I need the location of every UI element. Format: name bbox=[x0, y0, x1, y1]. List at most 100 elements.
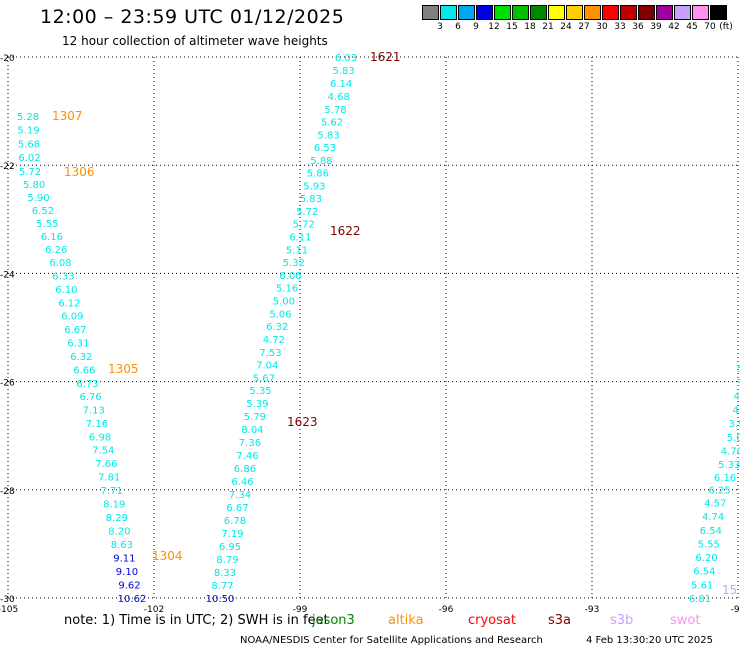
wave-height-value: 7.81 bbox=[98, 472, 120, 483]
scale-swatch bbox=[566, 5, 583, 20]
lat-tick-label: -30 bbox=[0, 595, 15, 605]
axis-tick-labels: -20 -22 -24 -26 -28 -30-105 -102 -99 -96 -93 -90 bbox=[0, 54, 740, 615]
wave-height-value: 6.25 bbox=[708, 486, 730, 497]
mission-s3b: s3b bbox=[610, 613, 634, 628]
mission-jason3: jason3 bbox=[312, 613, 355, 628]
wave-height-value: 5.67 bbox=[253, 373, 275, 384]
wave-height-value: 5.83 bbox=[332, 66, 354, 77]
wave-height-value: 4. bbox=[733, 405, 740, 416]
wave-height-value: 5.93 bbox=[303, 181, 325, 192]
wave-height-value: 4.74 bbox=[702, 512, 724, 523]
wave-height-value: 5.80 bbox=[23, 180, 45, 191]
wave-height-value: 6.67 bbox=[226, 503, 248, 514]
scale-label: 18 bbox=[524, 22, 536, 32]
scale-label: 6 bbox=[455, 22, 461, 32]
scale-swatch bbox=[494, 5, 511, 20]
wave-height-value: 6.12 bbox=[58, 298, 80, 309]
scale-swatch bbox=[422, 5, 439, 20]
scale-swatch bbox=[584, 5, 601, 20]
wave-height-value: 5.88 bbox=[310, 156, 332, 167]
wave-height-value: 7.16 bbox=[86, 419, 108, 430]
wave-height-value: 8.19 bbox=[103, 499, 125, 510]
credit-text: NOAA/NESDIS Center for Satellite Applica… bbox=[240, 635, 543, 646]
scale-swatch bbox=[638, 5, 655, 20]
wave-height-value: 9.62 bbox=[118, 580, 140, 591]
scale-label: 12 bbox=[488, 22, 500, 32]
mission-swot: swot bbox=[670, 613, 701, 628]
wave-height-value: 5.83 bbox=[317, 130, 339, 141]
wave-height-value: 7.04 bbox=[256, 361, 278, 372]
scale-label: 3 bbox=[437, 22, 443, 32]
scale-swatch bbox=[692, 5, 709, 20]
scale-label: 24 bbox=[560, 22, 572, 32]
wave-height-value: 6.66 bbox=[73, 365, 95, 376]
wave-height-value: 6.81 bbox=[689, 594, 711, 605]
wave-height-value: 5.78 bbox=[324, 105, 346, 116]
scale-swatch bbox=[548, 5, 565, 20]
scale-swatch bbox=[620, 5, 637, 20]
wave-height-value: 5.28 bbox=[17, 112, 39, 123]
lon-tick-label: -90 bbox=[731, 605, 740, 615]
scale-label: 27 bbox=[578, 22, 590, 32]
track-time-label: 1305 bbox=[108, 362, 139, 376]
lon-tick-label: -96 bbox=[439, 605, 454, 615]
wave-height-value: 7.13 bbox=[83, 406, 105, 417]
wave-height-value: 8.79 bbox=[216, 555, 238, 566]
wave-height-value: 8.33 bbox=[214, 568, 236, 579]
scale-swatch bbox=[602, 5, 619, 20]
wave-height-value: 5.00 bbox=[273, 297, 295, 308]
wave-height-value: 5.62 bbox=[321, 118, 343, 129]
scale-swatch bbox=[458, 5, 475, 20]
wave-height-value: 8.77 bbox=[211, 581, 233, 592]
wave-height-value: 6.16 bbox=[41, 232, 63, 243]
wave-height-value: 5 bbox=[737, 364, 740, 375]
wave-height-value: 7.66 bbox=[95, 459, 117, 470]
wave-height-value: 10.50 bbox=[206, 594, 235, 605]
wave-height-value: 4.57 bbox=[704, 499, 726, 510]
scale-swatch bbox=[476, 5, 493, 20]
track-time-label: 1306 bbox=[64, 165, 95, 179]
wave-height-value: 5.83 bbox=[300, 194, 322, 205]
wave-height-value: 6.20 bbox=[695, 553, 717, 564]
track-time-label: 1623 bbox=[287, 415, 318, 429]
scale-label: 21 bbox=[542, 22, 554, 32]
wave-height-value: 5.55 bbox=[698, 539, 720, 550]
wave-height-value: 5.19 bbox=[17, 126, 39, 137]
scale-swatch bbox=[512, 5, 529, 20]
wave-height-value: 6.16 bbox=[714, 473, 736, 484]
wave-height-value: 5.39 bbox=[246, 399, 268, 410]
wave-height-value: 5.33 bbox=[718, 460, 740, 471]
lon-tick-label: -99 bbox=[293, 605, 308, 615]
scale-swatch bbox=[530, 5, 547, 20]
wave-height-value: 6.86 bbox=[234, 464, 256, 475]
wave-height-value: 9.10 bbox=[116, 567, 138, 578]
wave-height-value: 6.14 bbox=[330, 79, 352, 90]
wave-height-value: 6.26 bbox=[45, 245, 67, 256]
lat-tick-label: -26 bbox=[0, 379, 15, 389]
wave-height-value: 9.11 bbox=[113, 553, 135, 564]
wave-height-value: 6.33 bbox=[52, 271, 74, 282]
wave-height-value: 5.79 bbox=[244, 412, 266, 423]
wave-height-value: 5.61 bbox=[691, 580, 713, 591]
scale-label: 30 bbox=[596, 22, 608, 32]
wave-height-value: 5.72 bbox=[296, 207, 318, 218]
generated-timestamp: 4 Feb 13:30:20 UTC 2025 bbox=[586, 635, 713, 646]
scale-swatch bbox=[440, 5, 457, 20]
wave-height-value: 8.29 bbox=[106, 513, 128, 524]
lon-tick-label: -102 bbox=[144, 605, 164, 615]
track-time-label: 1622 bbox=[330, 224, 361, 238]
scale-label: 45 bbox=[686, 22, 698, 32]
scale-label: 70 bbox=[704, 22, 716, 32]
wave-height-value: 5.86 bbox=[307, 169, 329, 180]
page-title: 12:00 – 23:59 UTC 01/12/2025 bbox=[40, 6, 345, 28]
wave-height-value: 8.04 bbox=[241, 425, 263, 436]
wave-height-value: 6.31 bbox=[67, 339, 89, 350]
wave-height-value: 5.32 bbox=[283, 258, 305, 269]
wave-height-value: 8.63 bbox=[111, 540, 133, 551]
wave-height-value: 7.71 bbox=[101, 486, 123, 497]
wave-height-value: 6.11 bbox=[289, 232, 311, 243]
track-time-label: 1621 bbox=[370, 50, 401, 64]
footer-note: note: 1) Time is in UTC; 2) SWH is in fe… bbox=[64, 613, 329, 628]
